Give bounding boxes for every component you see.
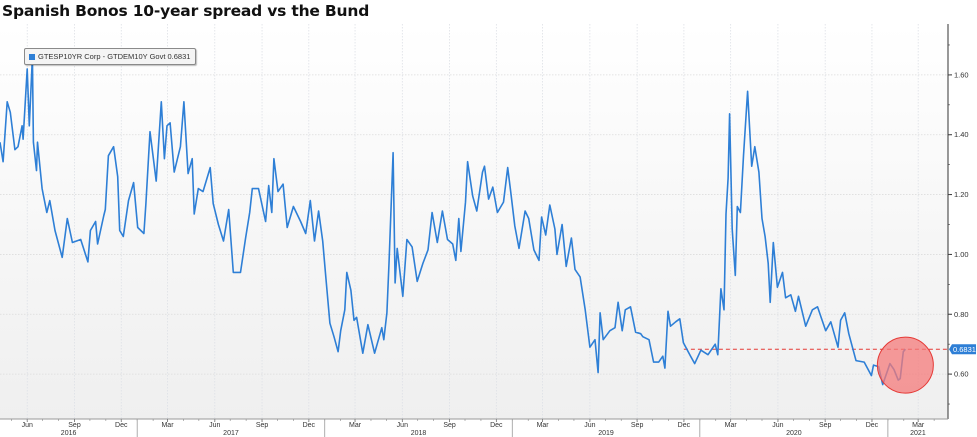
year-label: 2021 [910,430,926,437]
x-tick-label: Dec [490,422,503,429]
x-tick-label: Jun [22,422,33,429]
x-tick-label: Dec [303,422,316,429]
year-label: 2019 [598,430,614,437]
y-tick-label: 0.80 [954,310,969,319]
x-tick-label: Sep [68,422,81,429]
x-tick-label: Dec [866,422,879,429]
x-tick-label: Dec [115,422,128,429]
x-tick-label: Jun [772,422,783,429]
x-tick-label: Sep [819,422,832,429]
y-tick-label: 0.60 [954,370,969,379]
year-label: 2018 [411,430,427,437]
series-line [0,56,907,386]
plot-background [0,24,948,419]
highlight-circle [876,336,934,394]
x-tick-label: Mar [161,422,174,429]
x-tick-label: Mar [537,422,550,429]
year-label: 2017 [223,430,239,437]
last-value-tag: 0.6831 [949,344,976,355]
x-tick-label: Sep [443,422,456,429]
last-value-tag-shape [949,344,976,355]
x-tick-label: Mar [912,422,925,429]
x-tick-label: Sep [256,422,269,429]
legend: GTESP10YR Corp - GTDEM10Y Govt 0.6831 [24,48,197,65]
x-tick-label: Jun [584,422,595,429]
y-tick-label: 1.00 [954,250,969,259]
x-tick-label: Mar [349,422,362,429]
x-tick-label: Jun [209,422,220,429]
chart-title: Spanish Bonos 10-year spread vs the Bund [2,2,370,20]
legend-label: GTESP10YR Corp - GTDEM10Y Govt 0.6831 [38,52,191,61]
y-tick-label: 1.20 [954,190,969,199]
legend-swatch [29,53,35,60]
x-tick-label: Jun [397,422,408,429]
year-label: 2020 [786,430,802,437]
x-tick-label: Dec [678,422,691,429]
year-label: 2016 [61,430,77,437]
x-tick-label: Mar [725,422,738,429]
x-tick-label: Sep [631,422,644,429]
y-tick-label: 1.60 [954,70,969,79]
y-tick-label: 1.40 [954,130,969,139]
last-value-tag-label: 0.6831 [953,345,976,354]
